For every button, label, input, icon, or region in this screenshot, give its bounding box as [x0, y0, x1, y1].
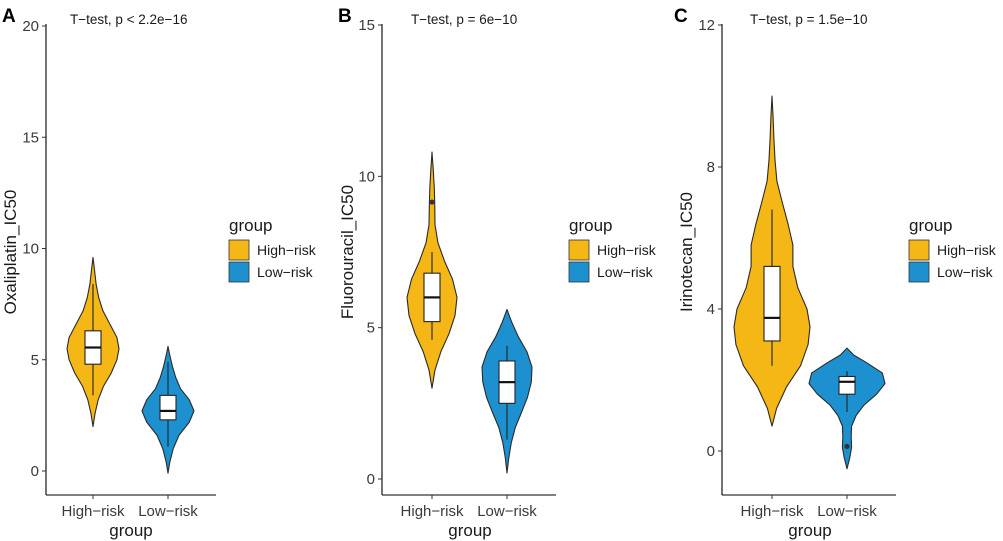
- panel-label-c: C: [674, 6, 688, 27]
- panel-c-xtick-label: Low−risk: [817, 503, 877, 520]
- legend-b-item-high: High−risk: [597, 242, 657, 258]
- panel-c-xtick-label: High−risk: [741, 503, 804, 520]
- panel-c-ytick-label: 4: [707, 301, 715, 318]
- panel-b-ytick-label: 5: [367, 320, 375, 337]
- panel-b-ylabel: Fluorouracil_IC50: [338, 185, 357, 319]
- panel-a-title: T−test, p < 2.2e−16: [70, 12, 187, 27]
- legend-b-title: group: [569, 216, 612, 235]
- panel-b-outlier-point: [429, 199, 435, 205]
- legend-b-swatch-high: [568, 239, 590, 261]
- panel-a-ytick-label: 10: [22, 241, 39, 258]
- panel-c-box-low-risk: [838, 375, 856, 395]
- panel-a-xlabel: group: [109, 521, 152, 540]
- legend-c-swatch-low: [908, 261, 930, 283]
- legend-a-swatch-high: [228, 239, 250, 261]
- legend-a-title: group: [229, 216, 272, 235]
- panel-b-title: T−test, p = 6e−10: [411, 12, 517, 27]
- legend-a: group High−risk Low−risk: [228, 216, 317, 283]
- panel-label-a: A: [2, 6, 16, 27]
- panel-a-ylabel: Oxaliplatin_IC50: [1, 190, 20, 315]
- panel-b-xtick-label: Low−risk: [477, 503, 537, 520]
- panel-a-xtick-label: High−risk: [62, 503, 125, 520]
- panel-c-ytick-label: 12: [698, 17, 715, 34]
- legend-b-item-low: Low−risk: [597, 264, 654, 280]
- legend-c-title: group: [909, 216, 952, 235]
- legend-a-swatch-low: [228, 261, 250, 283]
- panel-a-ytick-label: 15: [22, 129, 39, 146]
- panel-c-title: T−test, p = 1.5e−10: [750, 12, 867, 27]
- legend-b-swatch-low: [568, 261, 590, 283]
- panel-c-ytick-label: 0: [707, 443, 715, 460]
- panel-b-xtick-label: High−risk: [401, 503, 464, 520]
- panel-a-ytick-label: 0: [31, 463, 39, 480]
- panel-a-ytick-label: 20: [22, 18, 39, 35]
- panel-b-xlabel: group: [448, 521, 491, 540]
- panel-c-box-high-risk: [763, 265, 781, 342]
- legend-c-item-high: High−risk: [937, 242, 997, 258]
- legend-c: group High−risk Low−risk: [908, 216, 997, 283]
- legend-a-item-high: High−risk: [257, 242, 317, 258]
- panel-b-ytick-label: 15: [358, 17, 375, 34]
- panel-a-plot: 0 5 10 15 20 High−risk Low−risk: [22, 18, 216, 520]
- panel-b-ytick-label: 0: [367, 471, 375, 488]
- legend-c-item-low: Low−risk: [937, 264, 994, 280]
- panel-c-plot: 0 4 8 12 High−risk Low−risk: [698, 17, 896, 520]
- legend-b: group High−risk Low−risk: [568, 216, 657, 283]
- legend-c-swatch-high: [908, 239, 930, 261]
- legend-a-item-low: Low−risk: [257, 264, 314, 280]
- panel-a-box-low-risk: [159, 394, 177, 421]
- panel-label-b: B: [338, 6, 352, 27]
- panel-c-xlabel: group: [788, 521, 831, 540]
- panel-b-plot: 0 5 10 15 High−risk Low−risk: [358, 17, 556, 520]
- panel-c-ylabel: Irinotecan_IC50: [677, 192, 696, 312]
- panel-a-ytick-label: 5: [31, 352, 39, 369]
- panel-c-ytick-label: 8: [707, 159, 715, 176]
- panel-b-ytick-label: 10: [358, 168, 375, 185]
- panel-a-xtick-label: Low−risk: [138, 503, 198, 520]
- panel-c-outlier-point: [844, 443, 850, 449]
